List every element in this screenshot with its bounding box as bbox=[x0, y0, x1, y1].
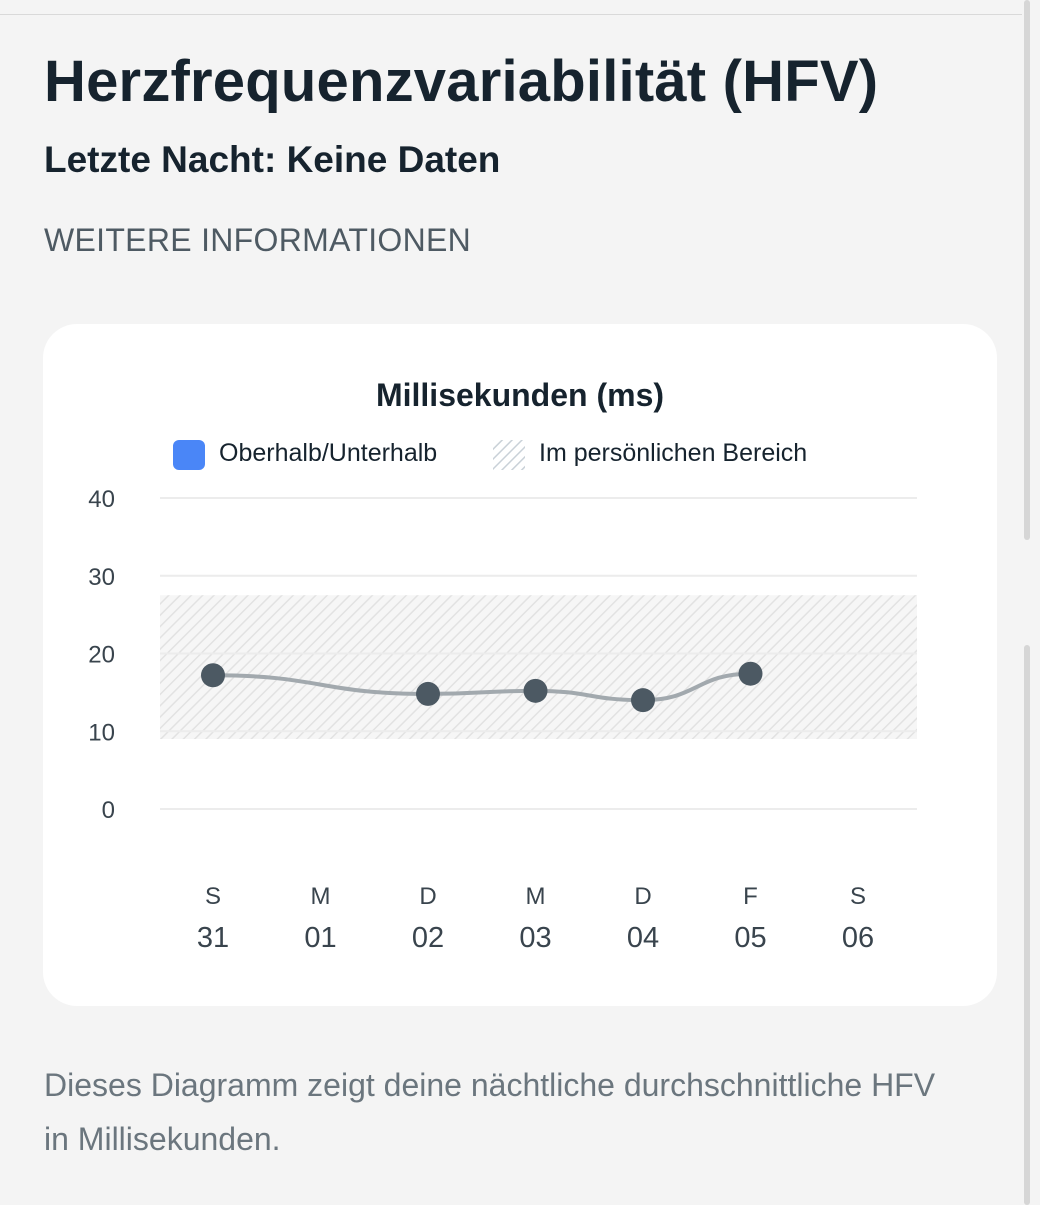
hrv-series-line bbox=[211, 671, 753, 703]
page-title: Herzfrequenzvariabilität (HFV) bbox=[44, 49, 879, 114]
x-day-label: 03 bbox=[519, 922, 551, 954]
legend-swatch-personal-range bbox=[493, 440, 525, 470]
x-day-label: 02 bbox=[412, 922, 444, 954]
x-weekday-label: M bbox=[526, 883, 546, 910]
hrv-data-points bbox=[201, 661, 763, 713]
hrv-chart-card: Millisekunden (ms) Oberhalb/Unterhalb Im… bbox=[43, 324, 997, 1006]
x-weekday-label: D bbox=[419, 883, 436, 910]
legend-label-above-below: Oberhalb/Unterhalb bbox=[219, 439, 437, 467]
legend-swatch-above-below bbox=[173, 440, 205, 470]
y-tick-label: 30 bbox=[88, 564, 115, 591]
x-day-label: 31 bbox=[197, 922, 229, 954]
y-tick-label: 20 bbox=[88, 642, 115, 669]
last-night-status: Letzte Nacht: Keine Daten bbox=[44, 139, 501, 180]
hrv-chart: Millisekunden (ms) Oberhalb/Unterhalb Im… bbox=[88, 377, 917, 954]
y-tick-label: 40 bbox=[88, 486, 115, 513]
x-weekday-label: D bbox=[634, 883, 651, 910]
y-tick-label: 0 bbox=[102, 797, 115, 824]
hrv-data-point bbox=[416, 681, 440, 706]
scrollbar[interactable] bbox=[1024, 0, 1030, 1205]
top-divider bbox=[0, 14, 1022, 15]
scrollbar-thumb-upper[interactable] bbox=[1024, 0, 1030, 540]
x-weekday-label: F bbox=[743, 883, 758, 910]
y-axis-ticks: 0 10 20 30 40 bbox=[88, 486, 115, 824]
more-info-link[interactable]: WEITERE INFORMATIONEN bbox=[44, 222, 472, 258]
chart-description: Dieses Diagramm zeigt deine nächtliche d… bbox=[44, 1067, 936, 1157]
hrv-data-point bbox=[631, 688, 655, 713]
x-axis-labels: S 31 M 01 D 02 M 03 D 04 F 05 S 06 bbox=[197, 883, 874, 954]
chart-legend: Oberhalb/Unterhalb Im persönlichen Berei… bbox=[173, 439, 807, 470]
x-weekday-label: S bbox=[205, 883, 221, 910]
x-day-label: 04 bbox=[627, 922, 659, 954]
scrollbar-thumb-lower[interactable] bbox=[1024, 645, 1030, 1205]
hrv-data-point bbox=[201, 663, 225, 688]
hrv-data-point bbox=[523, 678, 548, 703]
chart-gridlines bbox=[160, 497, 917, 810]
x-day-label: 05 bbox=[734, 922, 766, 954]
x-weekday-label: S bbox=[850, 883, 866, 910]
x-weekday-label: M bbox=[311, 883, 331, 910]
legend-label-personal-range: Im persönlichen Bereich bbox=[539, 439, 807, 467]
hrv-data-point bbox=[738, 661, 763, 686]
x-day-label: 01 bbox=[304, 922, 336, 954]
x-day-label: 06 bbox=[842, 922, 874, 954]
personal-range-band bbox=[160, 595, 917, 740]
y-tick-label: 10 bbox=[88, 719, 115, 746]
chart-title: Millisekunden (ms) bbox=[376, 377, 664, 413]
